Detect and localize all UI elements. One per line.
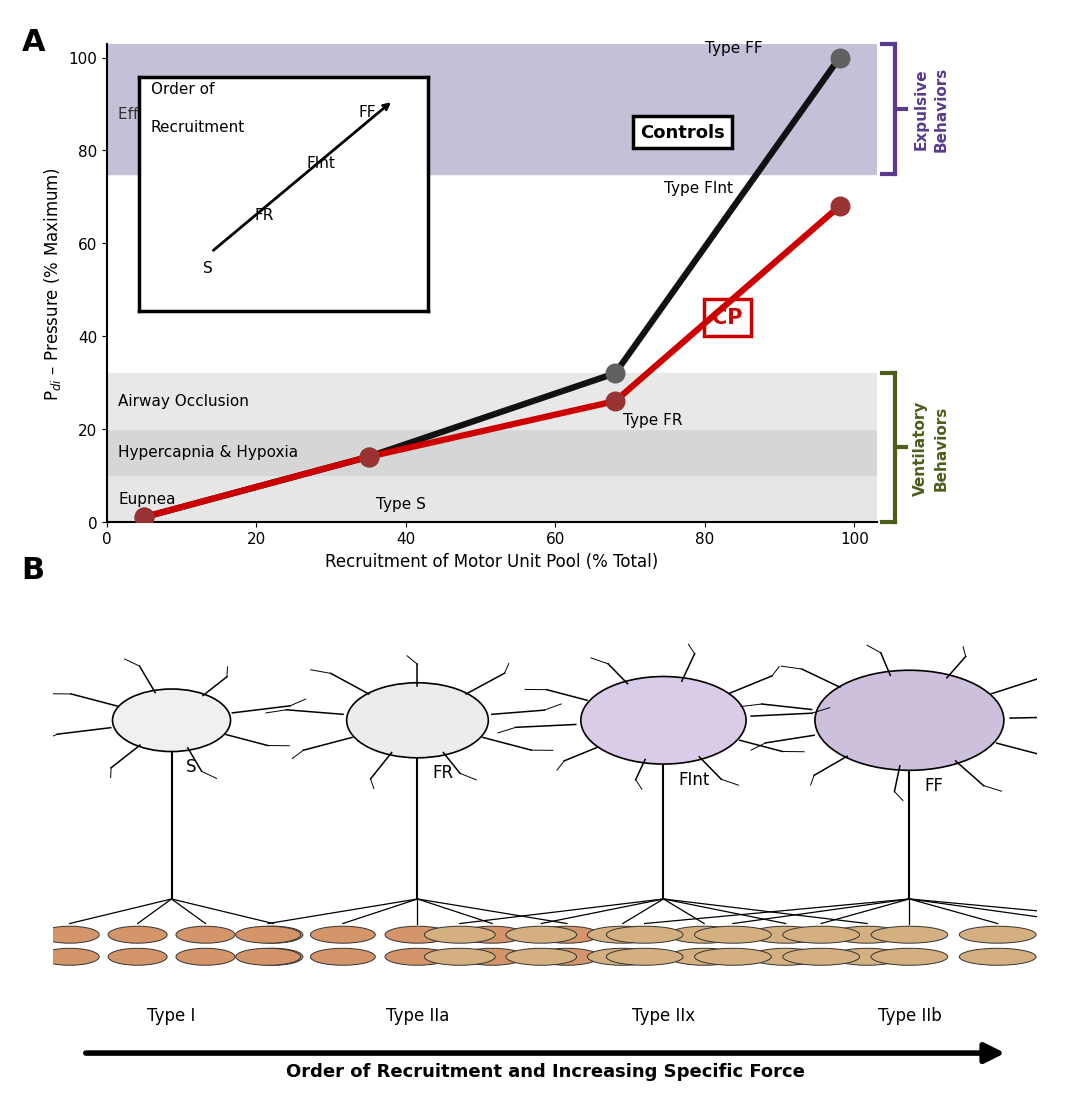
Bar — [107, 476, 877, 522]
Ellipse shape — [1048, 949, 1069, 965]
Ellipse shape — [668, 949, 740, 965]
Ellipse shape — [310, 949, 375, 965]
Text: Hypercapnia & Hypoxia: Hypercapnia & Hypoxia — [118, 446, 298, 460]
Ellipse shape — [606, 927, 683, 943]
Ellipse shape — [580, 677, 746, 764]
Ellipse shape — [694, 927, 771, 943]
Ellipse shape — [385, 949, 450, 965]
Text: FF: FF — [924, 777, 943, 794]
Ellipse shape — [783, 949, 859, 965]
Ellipse shape — [235, 949, 300, 965]
Ellipse shape — [587, 949, 657, 965]
Text: Type I: Type I — [148, 1007, 196, 1024]
Ellipse shape — [176, 927, 235, 943]
Text: A: A — [21, 28, 45, 57]
Ellipse shape — [346, 683, 489, 758]
Y-axis label: P$_{di}$ – Pressure (% Maximum): P$_{di}$ – Pressure (% Maximum) — [42, 167, 63, 400]
Ellipse shape — [534, 949, 599, 965]
Ellipse shape — [606, 949, 683, 965]
Ellipse shape — [506, 949, 576, 965]
Text: Eupnea: Eupnea — [118, 491, 175, 507]
Ellipse shape — [424, 949, 495, 965]
Bar — [107, 44, 877, 174]
Text: Behaviors: Behaviors — [933, 67, 948, 152]
Point — [136, 509, 153, 527]
Text: Order of Recruitment and Increasing Specific Force: Order of Recruitment and Increasing Spec… — [285, 1062, 805, 1080]
Text: Type IIb: Type IIb — [878, 1007, 941, 1024]
Bar — [107, 373, 877, 430]
Text: FR: FR — [254, 208, 274, 222]
Ellipse shape — [176, 949, 235, 965]
Text: S: S — [186, 758, 197, 775]
Ellipse shape — [783, 927, 859, 943]
Ellipse shape — [424, 927, 495, 943]
Ellipse shape — [244, 927, 303, 943]
Ellipse shape — [506, 927, 576, 943]
Point — [360, 449, 377, 467]
Text: FInt: FInt — [678, 770, 710, 788]
Ellipse shape — [460, 927, 525, 943]
Point — [606, 392, 623, 410]
Text: S: S — [202, 261, 213, 277]
Ellipse shape — [244, 949, 303, 965]
Text: Expulsive: Expulsive — [913, 69, 928, 150]
Text: FInt: FInt — [307, 157, 336, 171]
Text: B: B — [21, 556, 45, 584]
Ellipse shape — [750, 927, 821, 943]
Text: Behaviors: Behaviors — [933, 406, 948, 491]
Ellipse shape — [534, 927, 599, 943]
Text: Type FF: Type FF — [704, 41, 762, 56]
Ellipse shape — [587, 927, 657, 943]
X-axis label: Recruitment of Motor Unit Pool (% Total): Recruitment of Motor Unit Pool (% Total) — [325, 552, 659, 570]
Text: Type IIx: Type IIx — [632, 1007, 695, 1024]
Text: Ventilatory: Ventilatory — [913, 400, 928, 496]
Ellipse shape — [959, 927, 1036, 943]
Ellipse shape — [460, 949, 525, 965]
Ellipse shape — [668, 927, 740, 943]
Ellipse shape — [959, 949, 1036, 965]
Ellipse shape — [832, 927, 902, 943]
Ellipse shape — [108, 927, 167, 943]
Text: Order of: Order of — [151, 82, 214, 98]
Bar — [107, 430, 877, 476]
Text: Recruitment: Recruitment — [151, 120, 245, 134]
Point — [831, 50, 848, 68]
Ellipse shape — [112, 689, 231, 752]
Ellipse shape — [871, 949, 947, 965]
Text: Type IIa: Type IIa — [386, 1007, 449, 1024]
Text: CP: CP — [712, 308, 742, 328]
Ellipse shape — [694, 949, 771, 965]
Ellipse shape — [871, 927, 947, 943]
Point — [360, 449, 377, 467]
Ellipse shape — [1048, 927, 1069, 943]
Ellipse shape — [310, 927, 375, 943]
Text: Airway Occlusion: Airway Occlusion — [118, 394, 249, 409]
Ellipse shape — [815, 671, 1004, 771]
Ellipse shape — [750, 949, 821, 965]
Point — [831, 198, 848, 216]
Ellipse shape — [832, 949, 902, 965]
Text: Type FR: Type FR — [622, 413, 682, 428]
Point — [136, 509, 153, 527]
Text: Type S: Type S — [376, 497, 425, 512]
Ellipse shape — [385, 927, 450, 943]
Text: FR: FR — [432, 763, 453, 781]
Text: FF: FF — [358, 104, 376, 120]
Text: Controls: Controls — [640, 123, 725, 141]
Text: Type FInt: Type FInt — [664, 181, 732, 196]
Ellipse shape — [41, 949, 99, 965]
Text: Effective Coughing/Sneezing/Valsalva: Effective Coughing/Sneezing/Valsalva — [118, 107, 406, 121]
Ellipse shape — [108, 949, 167, 965]
Ellipse shape — [41, 927, 99, 943]
Point — [606, 364, 623, 382]
Ellipse shape — [235, 927, 300, 943]
